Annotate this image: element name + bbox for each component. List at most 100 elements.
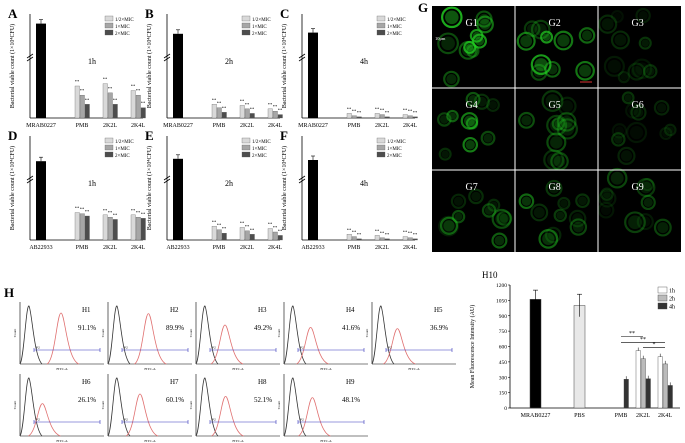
bar <box>272 231 278 241</box>
cell-body <box>581 30 593 41</box>
flow-plot-h8: Count FITC-A P2 H8 52.1% <box>189 374 280 443</box>
plot-label: H4 <box>346 306 355 314</box>
significance-mark: ** <box>136 210 141 215</box>
bar <box>635 350 641 409</box>
x-tick-label: PMB <box>348 245 361 251</box>
bar <box>112 104 118 119</box>
plot-label: H9 <box>346 378 355 386</box>
cell-outline <box>630 104 647 121</box>
cell-outline <box>544 226 562 244</box>
cell-body <box>643 197 653 208</box>
significance-mark: ** <box>136 88 141 93</box>
bar <box>667 385 673 409</box>
control-histogram <box>195 305 219 365</box>
plot-label: H3 <box>258 306 267 314</box>
legend-swatch <box>104 15 114 22</box>
bar <box>107 92 113 119</box>
cell-body <box>533 206 545 218</box>
percent-label: 52.1% <box>254 396 272 404</box>
legend-swatch <box>241 137 251 144</box>
bar <box>140 218 146 241</box>
y-axis-label: Bacterial viable count (1×10⁴CFU) <box>281 146 288 230</box>
cell-body <box>631 66 643 78</box>
legend-label: 1×MIC <box>387 25 402 30</box>
significance-mark: ** <box>113 97 118 102</box>
cell-outline <box>465 91 481 107</box>
axis-break <box>163 56 171 62</box>
x-axis-label: FITC-A <box>144 439 156 443</box>
flow-plot-h1: Count FITC-A P2 H1 91.1% <box>13 302 104 371</box>
cell-outline <box>553 208 568 223</box>
cell-body <box>479 18 491 30</box>
bar <box>239 227 245 241</box>
cell-body <box>489 201 498 209</box>
legend-label: 1/2×MIC <box>387 18 406 23</box>
cell-body <box>494 235 505 246</box>
legend-label: 1/2×MIC <box>252 18 271 23</box>
cell-body <box>534 58 548 72</box>
gate-label: P2 <box>124 346 128 350</box>
cell-outline <box>653 218 672 237</box>
cell-body <box>554 119 563 128</box>
cell-body <box>468 119 476 127</box>
x-tick-label: 2K4L <box>268 245 282 251</box>
cell-body <box>614 126 625 136</box>
gate-label: P2 <box>212 346 216 350</box>
cell-outline <box>491 232 508 249</box>
significance-mark: ** <box>408 231 413 236</box>
significance-mark: ** <box>347 227 352 232</box>
micrograph-label: G9 <box>632 182 644 193</box>
bar <box>249 113 255 119</box>
control-histogram <box>107 305 131 365</box>
cell-outline <box>486 98 500 112</box>
gate-label: P2 <box>300 418 304 422</box>
legend-swatch <box>376 144 386 151</box>
cell-body <box>476 96 487 107</box>
panel-letter: D <box>8 128 17 143</box>
significance-mark: ** <box>75 79 80 84</box>
significance-mark: ** <box>222 226 227 231</box>
significance-mark: ** <box>403 108 408 113</box>
y-tick-label: 0 <box>504 406 507 412</box>
cell-outline <box>439 216 459 235</box>
cell-body <box>454 212 463 221</box>
significance-mark: ** <box>380 108 385 113</box>
cell-outline <box>540 30 554 44</box>
significance-mark: ** <box>131 84 136 89</box>
micrograph-label: G2 <box>549 18 561 29</box>
y-axis-label: Mean Fluorescence Intensity (AU) <box>469 305 476 388</box>
micrograph-label: G4 <box>466 100 478 111</box>
bar <box>135 216 141 241</box>
legend-label: 1/2×MIC <box>252 140 271 145</box>
y-axis-label: Count <box>277 329 281 338</box>
flow-plot-h9: Count FITC-A P2 H9 48.1% <box>277 374 368 443</box>
sample-histogram <box>134 313 167 365</box>
cell-outline <box>530 19 551 40</box>
cell-outline <box>496 210 513 226</box>
cell-body <box>556 211 565 220</box>
significance-mark: ** <box>85 209 90 214</box>
cell-outline <box>437 32 459 55</box>
cell-outline <box>611 123 628 139</box>
bar <box>640 358 646 409</box>
micrograph-cell-g4: G4 <box>437 91 500 161</box>
cell-outline <box>441 6 463 29</box>
x-tick-label: 2K4L <box>131 245 145 251</box>
legend-label: 1×MIC <box>252 25 267 30</box>
legend-swatch <box>241 151 251 158</box>
cell-outline <box>530 54 552 75</box>
significance-mark: ** <box>80 207 85 212</box>
cell-body <box>521 196 532 206</box>
x-tick-label: AB22933 <box>166 245 189 251</box>
legend-swatch <box>241 22 251 29</box>
x-axis-label: FITC-A <box>232 439 244 443</box>
y-tick-label: 1050 <box>496 298 507 304</box>
sample-histogram <box>46 312 80 365</box>
sample-histogram <box>383 328 416 365</box>
cell-outline <box>443 70 460 88</box>
legend-swatch <box>376 137 386 144</box>
cell-body <box>471 191 481 202</box>
x-tick-label: PMB <box>213 245 226 251</box>
cell-body <box>620 73 628 81</box>
significance-mark: ** <box>268 222 273 227</box>
